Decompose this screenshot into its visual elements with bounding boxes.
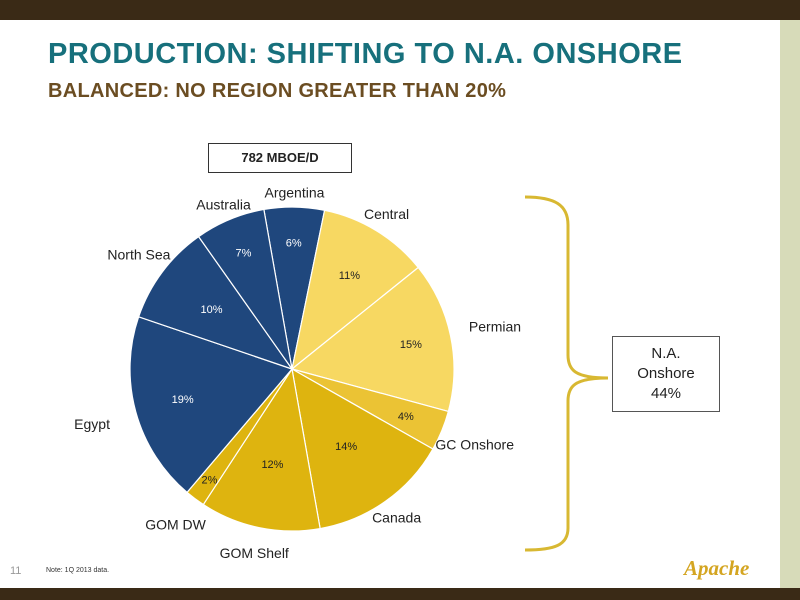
na-onshore-brace <box>524 195 609 552</box>
bottom-bar <box>0 588 800 600</box>
slice-name-central: Central <box>364 206 409 222</box>
pie-slice-north-sea <box>137 235 294 371</box>
pct-label-gom-shelf: 12% <box>261 459 283 471</box>
pct-label-permian: 15% <box>400 339 422 351</box>
pct-label-australia: 7% <box>235 247 251 259</box>
footnote: Note: 1Q 2013 data. <box>46 567 110 574</box>
slice-name-gc-onshore: GC Onshore <box>435 436 514 452</box>
total-production-box: 782 MBOE/D <box>208 143 352 173</box>
apache-logo: Apache <box>684 556 750 580</box>
pct-label-central: 11% <box>339 270 360 282</box>
pct-label-canada: 14% <box>335 441 357 453</box>
slide-title: PRODUCTION: SHIFTING TO N.A. ONSHORE <box>48 38 683 70</box>
na-onshore-line-3: 44% <box>650 385 682 402</box>
pie-slice-egypt <box>129 316 294 494</box>
slice-name-argentina: Argentina <box>264 184 324 200</box>
slice-name-permian: Permian <box>469 319 521 335</box>
right-accent-strip <box>780 20 800 588</box>
pie-slice-central <box>291 209 420 371</box>
pie-slice-permian <box>290 266 455 413</box>
slide-subtitle: BALANCED: NO REGION GREATER THAN 20% <box>48 80 507 102</box>
slice-name-north-sea: North Sea <box>107 246 170 262</box>
page-number: 11 <box>10 565 22 577</box>
slice-name-canada: Canada <box>372 509 421 525</box>
pct-label-gc-onshore: 4% <box>398 411 414 423</box>
na-onshore-line-1: N.A. <box>651 345 681 362</box>
pie-slice-australia <box>197 208 293 370</box>
top-bar <box>0 0 800 20</box>
slice-name-gom-dw: GOM DW <box>145 517 206 533</box>
pct-label-north-sea: 10% <box>201 304 223 316</box>
na-onshore-box: N.A. Onshore 44% <box>612 336 720 412</box>
pct-label-gom-dw: 2% <box>202 474 218 486</box>
slice-name-australia: Australia <box>196 196 251 212</box>
pct-label-argentina: 6% <box>286 238 302 250</box>
slice-name-gom-shelf: GOM Shelf <box>220 545 289 561</box>
slice-name-egypt: Egypt <box>74 416 110 432</box>
pie-slice-canada <box>291 367 434 530</box>
pct-label-egypt: 19% <box>172 394 194 406</box>
na-onshore-line-2: Onshore <box>637 365 695 382</box>
pie-slice-gom-shelf <box>202 367 321 532</box>
